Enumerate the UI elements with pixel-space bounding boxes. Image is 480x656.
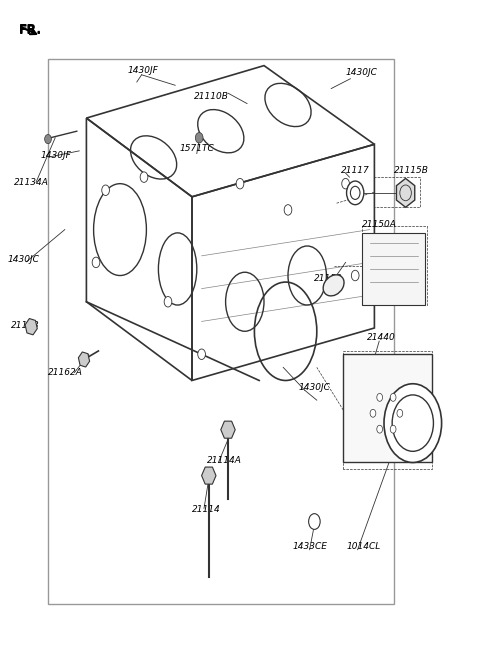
Text: 1430JF: 1430JF	[127, 66, 158, 75]
Ellipse shape	[323, 275, 344, 296]
Text: 1571TC: 1571TC	[180, 144, 215, 154]
Circle shape	[164, 297, 172, 307]
Circle shape	[342, 178, 349, 189]
Text: 21440: 21440	[367, 333, 396, 342]
Circle shape	[377, 425, 383, 433]
Circle shape	[195, 133, 203, 143]
Circle shape	[390, 425, 396, 433]
Circle shape	[140, 172, 148, 182]
Text: 1014CL: 1014CL	[347, 542, 381, 551]
Circle shape	[377, 394, 383, 401]
FancyBboxPatch shape	[343, 354, 432, 462]
Circle shape	[351, 270, 359, 281]
Text: 1433CE: 1433CE	[293, 542, 328, 551]
Text: 1430JC: 1430JC	[346, 68, 377, 77]
Circle shape	[397, 409, 403, 417]
Text: 21110B: 21110B	[194, 92, 228, 101]
Circle shape	[384, 384, 442, 462]
Text: 21134A: 21134A	[14, 178, 49, 187]
Text: 21115B: 21115B	[394, 166, 429, 175]
Text: 21114: 21114	[192, 504, 221, 514]
Circle shape	[284, 205, 292, 215]
Text: FR.: FR.	[19, 24, 42, 37]
Circle shape	[347, 181, 364, 205]
Circle shape	[309, 514, 320, 529]
Circle shape	[198, 349, 205, 359]
Text: 21443: 21443	[403, 368, 432, 377]
Text: 21123: 21123	[11, 321, 40, 330]
Text: 1430JC: 1430JC	[7, 255, 39, 264]
Circle shape	[45, 134, 51, 144]
Text: 21162A: 21162A	[48, 368, 83, 377]
Text: 21117: 21117	[341, 166, 370, 175]
Circle shape	[390, 394, 396, 401]
Circle shape	[370, 409, 376, 417]
Circle shape	[102, 185, 109, 195]
Text: FR.: FR.	[19, 23, 42, 36]
Text: 1430JC: 1430JC	[299, 383, 330, 392]
FancyBboxPatch shape	[362, 233, 425, 305]
Circle shape	[236, 178, 244, 189]
Text: 21114A: 21114A	[207, 456, 242, 465]
Text: 1430JF: 1430JF	[41, 151, 72, 160]
Circle shape	[92, 257, 100, 268]
Text: 21152: 21152	[314, 274, 343, 283]
Text: 21150A: 21150A	[362, 220, 397, 229]
